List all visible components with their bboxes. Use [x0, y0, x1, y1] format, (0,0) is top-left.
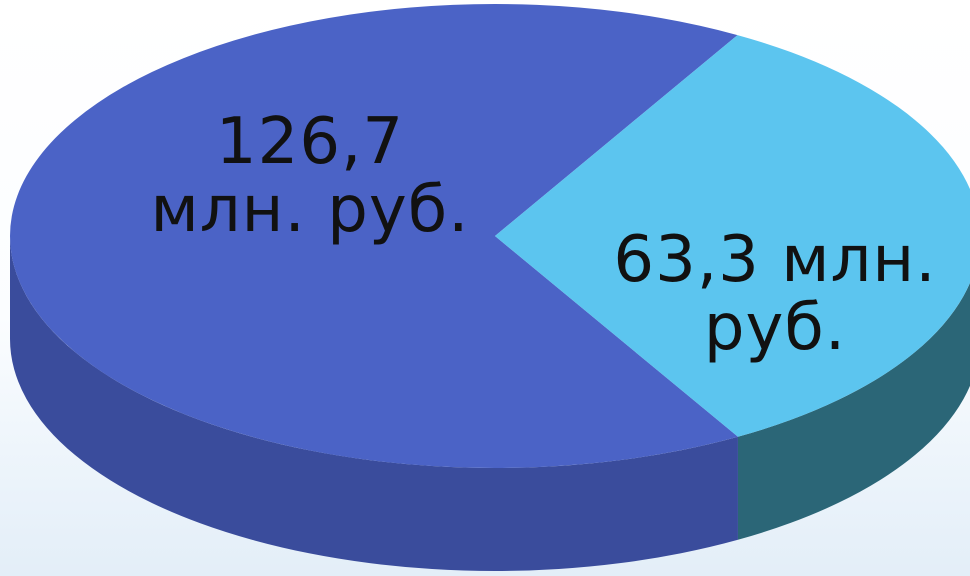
pie-side-walls [10, 236, 970, 571]
slice-label-small-value: 63,3 млн. [613, 223, 937, 297]
slice-label-small: 63,3 млн. руб. [590, 226, 960, 362]
pie-slice-large [10, 3, 738, 468]
pie-top-faces [10, 3, 970, 468]
pie-side-small [737, 282, 970, 540]
slice-label-large-value: 126,7 [215, 105, 405, 179]
slice-label-large: 126,7 млн. руб. [130, 108, 490, 244]
pie-side-large [10, 236, 738, 571]
slice-label-small-unit: руб. [703, 291, 847, 365]
slice-label-large-unit: млн. руб. [150, 173, 470, 247]
pie-slice-small [495, 35, 970, 437]
